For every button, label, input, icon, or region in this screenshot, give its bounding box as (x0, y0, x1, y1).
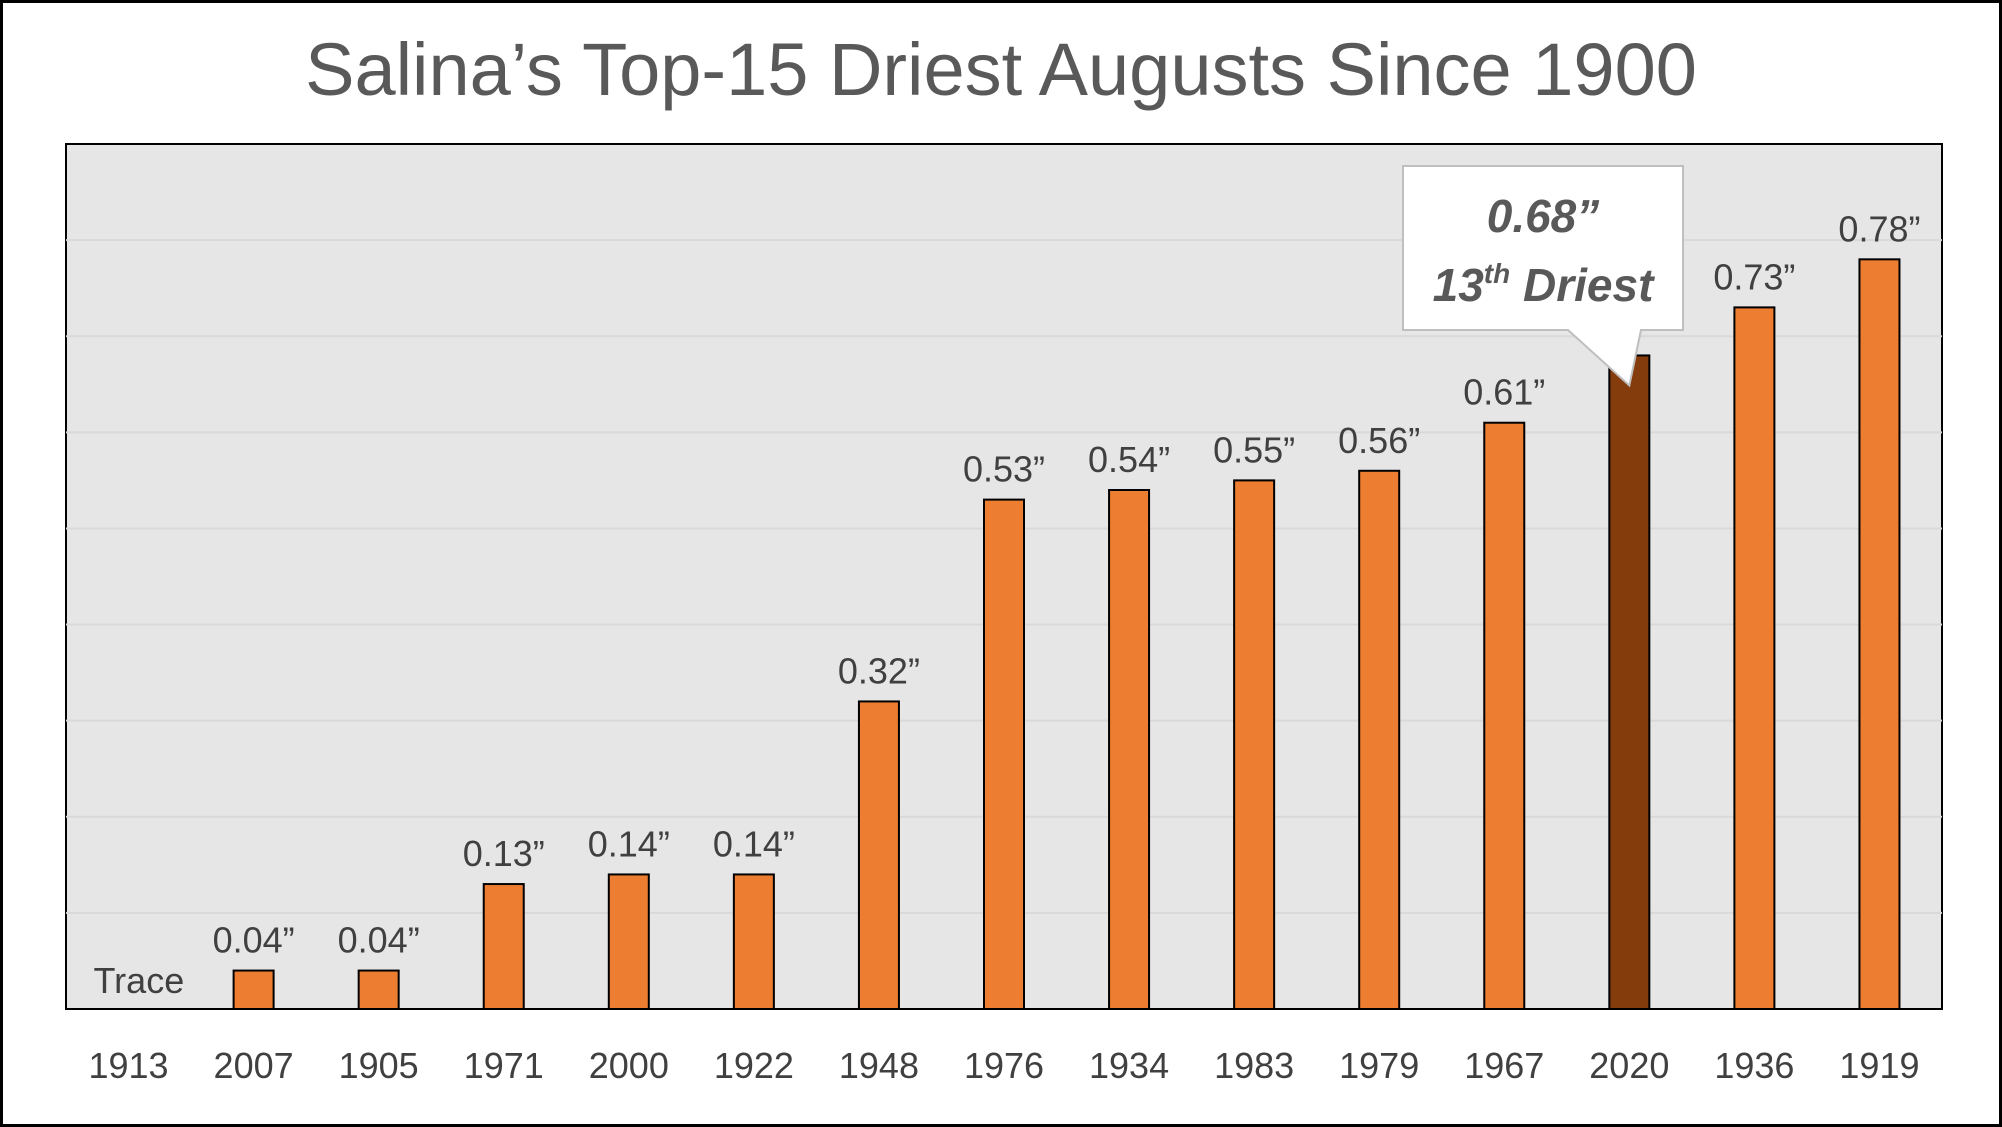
callout-rank: 13th Driest (1433, 258, 1655, 311)
x-tick-label-1913: 1913 (88, 1045, 168, 1086)
highlight-callout: 0.68” 13th Driest (1402, 165, 1684, 388)
bar-2020 (1608, 354, 1651, 1010)
x-tick-label-2020: 2020 (1589, 1045, 1669, 1086)
x-tick-label-1905: 1905 (339, 1045, 419, 1086)
bar-2000 (607, 873, 650, 1011)
x-axis-tick-labels: 1913 2007 1905 1971 2000 1922 1948 1976 1934 1983… (88, 1045, 1919, 1086)
bar-1936 (1733, 306, 1776, 1010)
bar-1919 (1858, 258, 1901, 1011)
data-label-1913: Trace (94, 960, 185, 1001)
bar-1934 (1108, 489, 1151, 1010)
bar-1905 (357, 969, 400, 1010)
bar-1979 (1358, 469, 1401, 1010)
x-tick-label-1983: 1983 (1214, 1045, 1294, 1086)
x-tick-label-1948: 1948 (839, 1045, 919, 1086)
x-tick-label-1919: 1919 (1839, 1045, 1919, 1086)
data-label-1922: 0.14” (713, 823, 795, 864)
bar-1976 (983, 498, 1025, 1010)
x-tick-label-1922: 1922 (714, 1045, 794, 1086)
x-tick-label-2007: 2007 (214, 1045, 294, 1086)
callout-rank-number: 13 (1433, 259, 1485, 311)
data-label-1936: 0.73” (1713, 256, 1795, 297)
data-label-1983: 0.55” (1213, 429, 1295, 470)
callout-rank-suffix: th (1484, 258, 1510, 289)
data-label-1934: 0.54” (1088, 439, 1170, 480)
bar-2007 (232, 969, 275, 1010)
data-label-1905: 0.04” (338, 920, 420, 961)
data-label-1967: 0.61” (1463, 372, 1545, 413)
bar-chart: Salina’s Top-15 Driest Augusts Since 190… (65, 28, 1943, 1086)
data-label-1919: 0.78” (1838, 208, 1920, 249)
x-tick-label-1976: 1976 (964, 1045, 1044, 1086)
callout-value: 0.68” (1487, 190, 1600, 242)
x-tick-label-1971: 1971 (464, 1045, 544, 1086)
bar-1983 (1233, 479, 1276, 1010)
callout-rank-text: Driest (1510, 259, 1655, 311)
data-label-1976: 0.53” (963, 449, 1045, 490)
x-tick-label-2000: 2000 (589, 1045, 669, 1086)
bar-1967 (1483, 421, 1526, 1010)
x-tick-label-1934: 1934 (1089, 1045, 1169, 1086)
data-label-2007: 0.04” (213, 920, 295, 961)
data-labels: Trace 0.04” 0.04” 0.13” 0.14” 0.14” 0.32” 0.53”… (94, 208, 1921, 1001)
bars (232, 258, 1901, 1011)
x-tick-label-1979: 1979 (1339, 1045, 1419, 1086)
chart-title: Salina’s Top-15 Driest Augusts Since 190… (305, 28, 1697, 111)
bar-1948 (857, 700, 900, 1010)
x-tick-label-1936: 1936 (1714, 1045, 1794, 1086)
x-tick-label-1967: 1967 (1464, 1045, 1544, 1086)
data-label-1948: 0.32” (838, 650, 920, 691)
data-label-1979: 0.56” (1338, 420, 1420, 461)
data-label-1971: 0.13” (463, 833, 545, 874)
bar-1971 (482, 883, 525, 1010)
data-label-2000: 0.14” (588, 823, 670, 864)
callout-box (1402, 165, 1684, 388)
bar-1922 (732, 873, 775, 1011)
